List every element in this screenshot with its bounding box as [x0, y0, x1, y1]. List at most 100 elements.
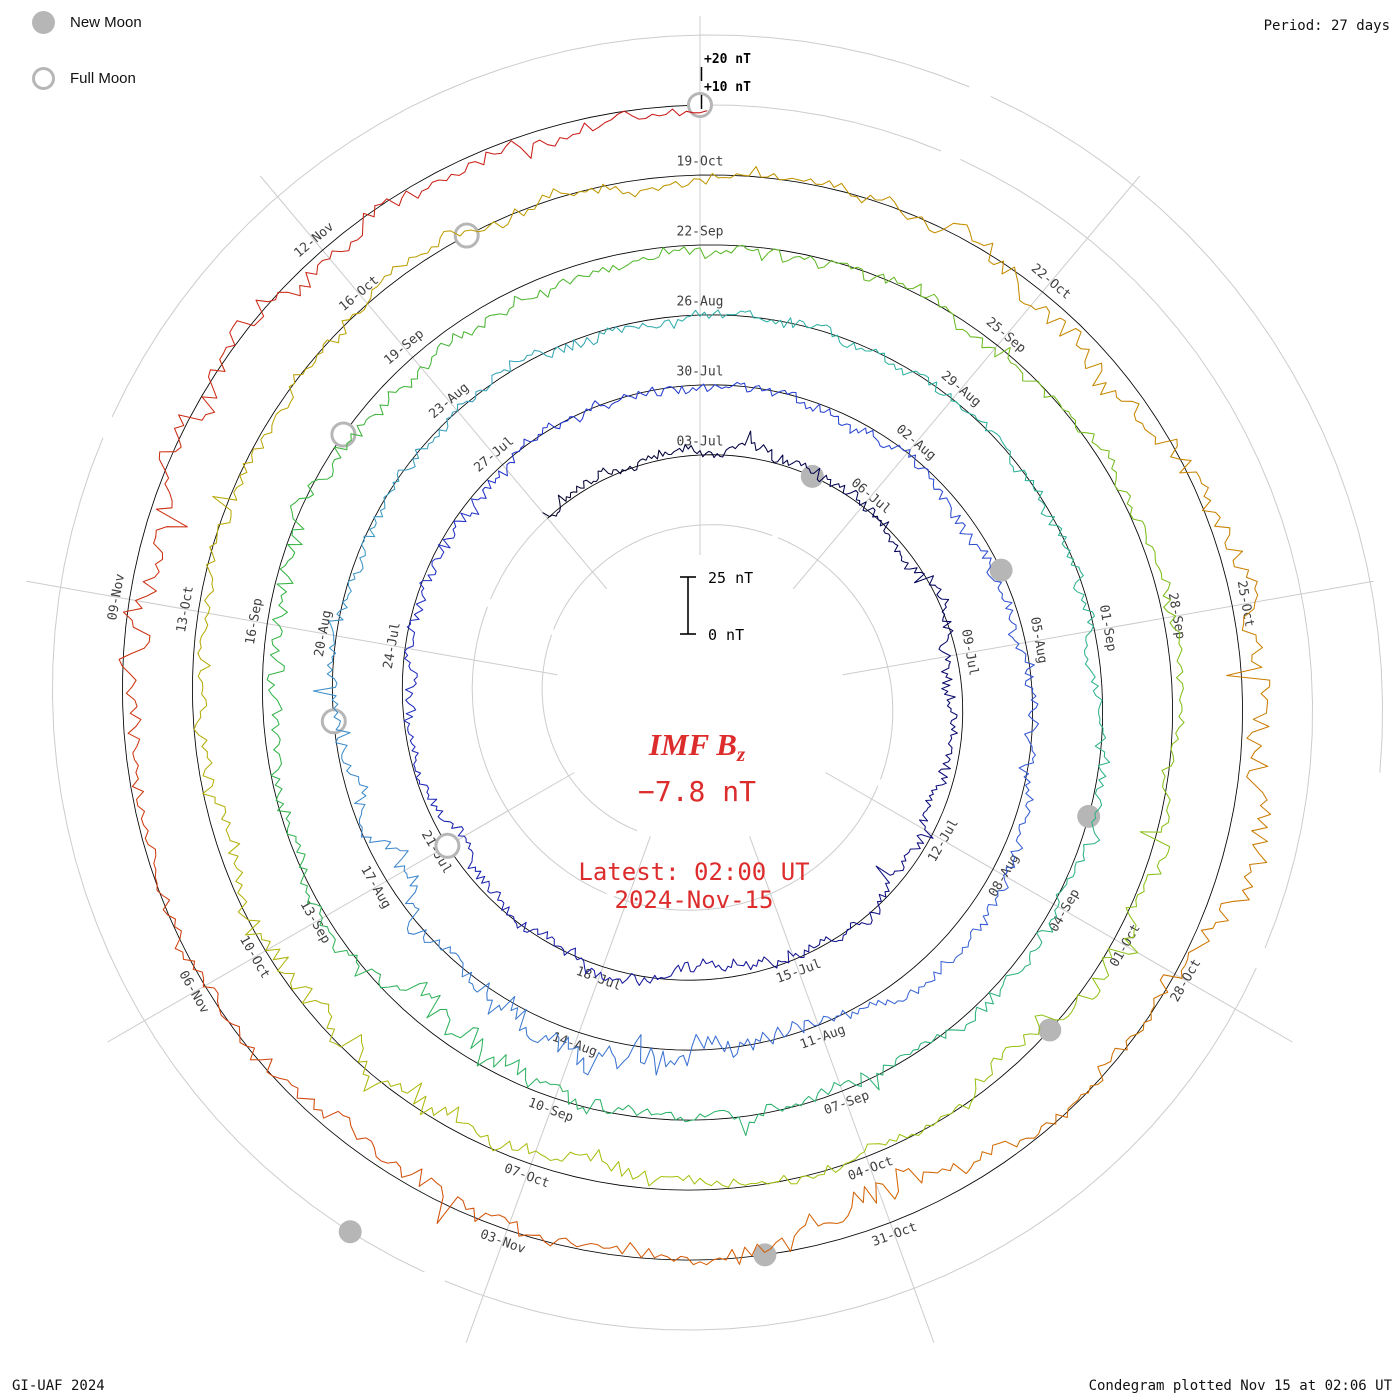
bz-trace-segment — [893, 201, 985, 247]
bz-trace-segment — [451, 295, 523, 343]
bz-trace-segment — [959, 524, 992, 576]
date-label: 12-Nov — [291, 219, 337, 261]
bz-trace-segment — [728, 1099, 806, 1137]
date-label: 04-Oct — [846, 1154, 895, 1184]
bz-trace-segment — [383, 448, 422, 509]
date-label: 07-Oct — [502, 1161, 551, 1191]
bz-trace-segment — [510, 183, 604, 218]
bz-trace-segment — [197, 564, 215, 660]
bz-trace-segment — [673, 1033, 741, 1067]
new-moon-label: New Moon — [70, 13, 142, 31]
bz-trace-segment — [1070, 558, 1096, 632]
new-moon-marker — [1038, 1018, 1062, 1042]
date-label: 02-Aug — [893, 422, 939, 464]
bz-trace-segment — [526, 928, 576, 956]
bz-trace-segment — [602, 178, 701, 198]
date-label: 09-Jul — [958, 628, 981, 677]
bz-trace-segment — [1046, 317, 1117, 396]
full-moon-marker — [453, 222, 480, 249]
bz-trace-segment — [467, 137, 568, 166]
bz-trace-segment — [295, 841, 323, 919]
bz-trace-segment — [542, 485, 582, 518]
bz-trace-segment — [932, 478, 966, 527]
full-moon-icon — [32, 66, 55, 90]
date-label: 23-Aug — [426, 380, 472, 422]
bz-trace-segment — [735, 310, 808, 329]
bz-trace-segment — [1092, 899, 1139, 980]
bz-trace-segment — [608, 1034, 676, 1076]
date-label: 13-Sep — [297, 898, 334, 946]
bz-trace-segment — [471, 354, 528, 403]
bz-trace-segment — [615, 972, 669, 986]
date-label: 25-Oct — [1234, 579, 1257, 628]
bz-trace-segment — [202, 751, 231, 842]
bz-trace-segment — [833, 483, 876, 512]
bz-trace-segment — [438, 945, 490, 994]
date-label: 24-Jul — [381, 621, 404, 670]
bz-trace-segment — [797, 178, 896, 204]
bz-trace-segment — [374, 162, 470, 207]
period-label: Period: 27 days — [1263, 18, 1390, 34]
bz-trace-segment — [1003, 814, 1029, 876]
date-label: 16-Sep — [243, 597, 266, 646]
bz-trace-segment — [580, 467, 623, 489]
bz-trace-segment — [1154, 551, 1181, 639]
bz-trace-segment — [1188, 863, 1254, 954]
bz-trace-segment — [486, 992, 539, 1044]
date-label: 01-Oct — [1107, 922, 1143, 970]
bz-trace-segment — [314, 999, 370, 1077]
bz-trace-segment — [621, 1167, 712, 1187]
bz-trace-segment — [806, 323, 877, 352]
bz-trace-segment — [529, 416, 581, 443]
date-label: 22-Sep — [677, 225, 724, 240]
full-moon-label: Full Moon — [70, 69, 136, 87]
scale-bar-bottom-label: 0 nT — [708, 626, 744, 644]
bz-trace-segment — [863, 982, 927, 1009]
bz-trace-segment — [791, 460, 836, 488]
date-label: 11-Aug — [798, 1022, 847, 1052]
bz-trace-segment — [328, 571, 361, 636]
bz-trace-segment — [526, 336, 598, 358]
bz-trace-segment — [750, 442, 793, 466]
bz-trace-segment — [118, 635, 151, 734]
bz-trace-segment — [621, 449, 664, 472]
bz-trace-segment — [1232, 550, 1264, 656]
bz-trace-segment — [1037, 490, 1075, 560]
bz-trace-segment — [872, 509, 901, 553]
bz-trace-segment — [736, 381, 793, 397]
date-label: 09-Nov — [105, 573, 128, 622]
bz-trace-segment — [144, 837, 182, 940]
bz-trace-segment — [1048, 854, 1085, 925]
bz-trace-segment — [973, 1113, 1068, 1163]
bz-trace-segment — [574, 1098, 653, 1117]
bz-trace-segment — [239, 396, 294, 477]
bz-trace-segment — [174, 938, 240, 1028]
radial-gridline — [792, 175, 1141, 590]
bz-trace-segment — [1135, 816, 1171, 901]
moon-legend: New Moon Full Moon — [32, 8, 142, 120]
bz-trace-segment — [305, 205, 376, 288]
bz-trace-segment — [535, 1149, 623, 1177]
radial-gridline — [259, 175, 608, 590]
bz-trace-segment — [925, 931, 972, 984]
bz-trace-segment — [225, 284, 311, 348]
bz-trace-segment — [459, 479, 496, 523]
bz-trace-segment — [348, 253, 423, 321]
date-label: 06-Nov — [175, 968, 212, 1016]
bz-trace-segment — [276, 528, 305, 606]
bz-trace-segment — [875, 348, 938, 392]
bz-trace-segment — [699, 166, 799, 185]
date-label: 16-Oct — [336, 273, 382, 315]
bz-trace-segment — [876, 1033, 947, 1076]
bz-trace-segment — [1018, 750, 1036, 816]
bz-trace-segment — [127, 732, 149, 839]
new-moon-marker — [338, 1220, 362, 1244]
bz-trace-segment — [467, 849, 498, 894]
bz-trace-segment — [1082, 779, 1104, 856]
latest-time-label: Latest: 02:00 UT — [578, 858, 809, 886]
bz-trace-segment — [739, 1021, 805, 1051]
date-label: 05-Aug — [1027, 616, 1050, 665]
date-label: 29-Aug — [938, 368, 984, 410]
bz-trace-segment — [875, 1161, 975, 1200]
